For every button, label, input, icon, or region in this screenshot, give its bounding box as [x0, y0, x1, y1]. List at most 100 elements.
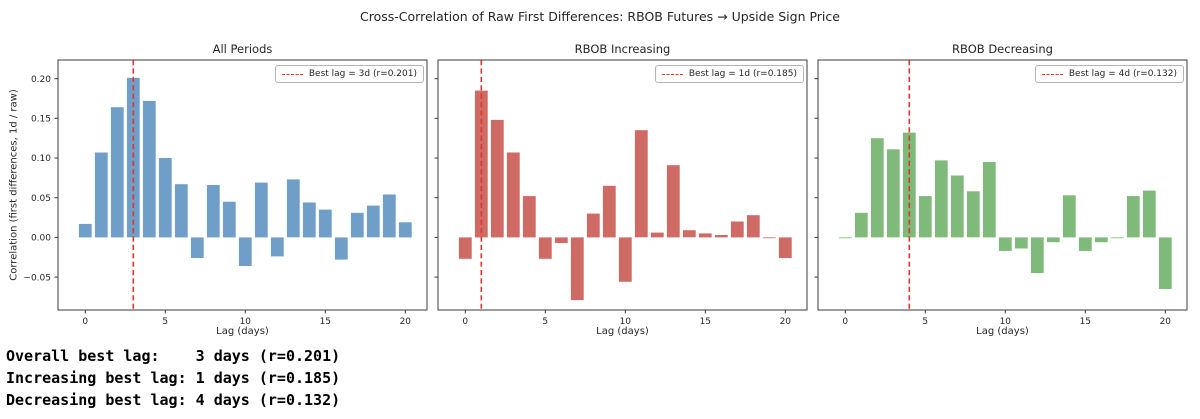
chart-panel-rbob-decreasing: RBOB Decreasing 0 5 10 15 20 Best lag = 4d (…	[814, 42, 1188, 337]
bar-lag-15	[318, 209, 332, 238]
bar-lag-8	[586, 213, 600, 238]
y-tick-label: −0.05	[23, 273, 51, 283]
x-tick-label: 0	[82, 317, 88, 327]
bar-lag-2	[490, 119, 504, 238]
legend-label: Best lag = 1d (r=0.185)	[688, 69, 797, 79]
axes-box	[57, 59, 428, 311]
bar-lag-10	[618, 237, 632, 282]
x-tick-label: 10	[620, 317, 632, 327]
bar-lag-1	[94, 152, 108, 238]
axes-box	[817, 59, 1188, 311]
bar-lag-4	[522, 196, 536, 238]
bar-lag-14	[302, 202, 316, 238]
bar-lag-0	[838, 237, 852, 239]
legend-label: Best lag = 3d (r=0.201)	[308, 69, 417, 79]
bar-lag-11	[1014, 237, 1028, 249]
summary-line-increasing: Increasing best lag: 1 days (r=0.185)	[6, 369, 341, 387]
bar-lag-20	[1158, 237, 1172, 289]
bar-lag-9	[602, 185, 616, 238]
x-tick-label: 0	[842, 317, 848, 327]
bar-lag-19	[382, 194, 396, 238]
chart-panel-rbob-increasing: RBOB Increasing 0 5 10 15 20 Best lag = 1d (…	[434, 42, 808, 337]
bar-lag-17	[730, 221, 744, 238]
bar-lag-8	[206, 185, 220, 238]
bar-lag-11	[254, 182, 268, 238]
bar-lag-9	[982, 162, 996, 238]
bar-chart-all-periods: 0 5 10 15 20 0.20 0.15 0.10 0.05 0.00 −0.05	[23, 59, 428, 327]
bar-lag-1	[854, 212, 868, 238]
y-tick-label: 0.00	[31, 234, 51, 244]
x-tick-label: 15	[320, 317, 331, 327]
bar-lag-18	[746, 215, 760, 238]
bar-lag-18	[1126, 196, 1140, 238]
bar-chart-rbob-decreasing: 0 5 10 15 20	[814, 59, 1188, 327]
axes-box	[437, 59, 808, 311]
dashed-line-icon	[661, 73, 683, 75]
subplot-title: RBOB Decreasing	[952, 42, 1053, 56]
bar-lag-8	[966, 191, 980, 238]
bar-lag-5	[158, 158, 172, 238]
bar-lag-2	[110, 107, 124, 238]
bar-lag-3	[886, 149, 900, 238]
bar-lag-13	[666, 165, 680, 238]
bar-lag-7	[950, 175, 964, 238]
bar-lag-20	[778, 237, 792, 258]
bar-lag-14	[682, 230, 696, 238]
x-tick-label: 5	[922, 317, 928, 327]
bar-lag-4	[902, 132, 916, 238]
bar-lag-17	[350, 212, 364, 238]
bar-lag-10	[238, 237, 252, 266]
x-tick-label: 5	[542, 317, 548, 327]
bar-lag-6	[934, 160, 948, 238]
x-axis-label: Lag (days)	[216, 326, 269, 337]
x-tick-label: 20	[780, 317, 792, 327]
bar-lag-4	[142, 100, 156, 238]
y-tick-label: 0.05	[31, 194, 51, 204]
dashed-line-icon	[281, 73, 303, 75]
bar-lag-0	[458, 237, 472, 259]
bar-lag-15	[698, 233, 712, 238]
figure-title: Cross-Correlation of Raw First Differenc…	[360, 9, 840, 24]
x-tick-label: 15	[1080, 317, 1091, 327]
x-tick-label: 5	[162, 317, 168, 327]
chart-panel-all-periods: All Periods 0 5 10 15 20 0.20 0.15 0.10 0.05 0.00…	[23, 42, 428, 337]
bar-chart-rbob-increasing: 0 5 10 15 20	[434, 59, 808, 327]
bar-lag-9	[222, 201, 236, 238]
x-tick-label: 10	[1000, 317, 1012, 327]
bar-lag-2	[870, 138, 884, 238]
bar-lag-7	[190, 237, 204, 258]
y-tick-label: 0.20	[31, 75, 51, 85]
bar-lag-13	[1046, 237, 1060, 243]
bar-lag-10	[998, 237, 1012, 251]
bar-lag-6	[174, 184, 188, 238]
summary-line-overall: Overall best lag: 3 days (r=0.201)	[6, 347, 341, 365]
bar-lag-11	[634, 130, 648, 238]
bar-lag-18	[366, 205, 380, 238]
x-tick-label: 0	[462, 317, 468, 327]
x-tick-label: 20	[1160, 317, 1172, 327]
bar-lag-15	[1078, 237, 1092, 251]
bar-lag-7	[570, 237, 584, 301]
bar-lag-16	[1094, 237, 1108, 243]
legend-label: Best lag = 4d (r=0.132)	[1068, 69, 1177, 79]
legend: Best lag = 4d (r=0.132)	[1034, 65, 1184, 83]
bar-lag-19	[762, 237, 776, 239]
x-tick-label: 15	[700, 317, 711, 327]
y-tick-label: 0.10	[31, 154, 51, 164]
bar-lag-5	[918, 196, 932, 238]
bar-lag-5	[538, 237, 552, 259]
bar-lag-12	[650, 232, 664, 238]
x-tick-label: 10	[240, 317, 252, 327]
bar-lag-16	[714, 235, 728, 238]
bar-lag-3	[506, 152, 520, 238]
bar-lag-16	[334, 237, 348, 260]
subplot-title: RBOB Increasing	[574, 42, 671, 56]
legend: Best lag = 3d (r=0.201)	[274, 65, 424, 83]
dashed-line-icon	[1041, 73, 1063, 75]
subplot-title: All Periods	[212, 42, 273, 56]
summary-line-decreasing: Decreasing best lag: 4 days (r=0.132)	[6, 391, 341, 409]
summary-text: Overall best lag: 3 days (r=0.201) Incre…	[6, 345, 340, 411]
bar-lag-0	[78, 223, 92, 238]
x-axis-label: Lag (days)	[596, 326, 649, 337]
